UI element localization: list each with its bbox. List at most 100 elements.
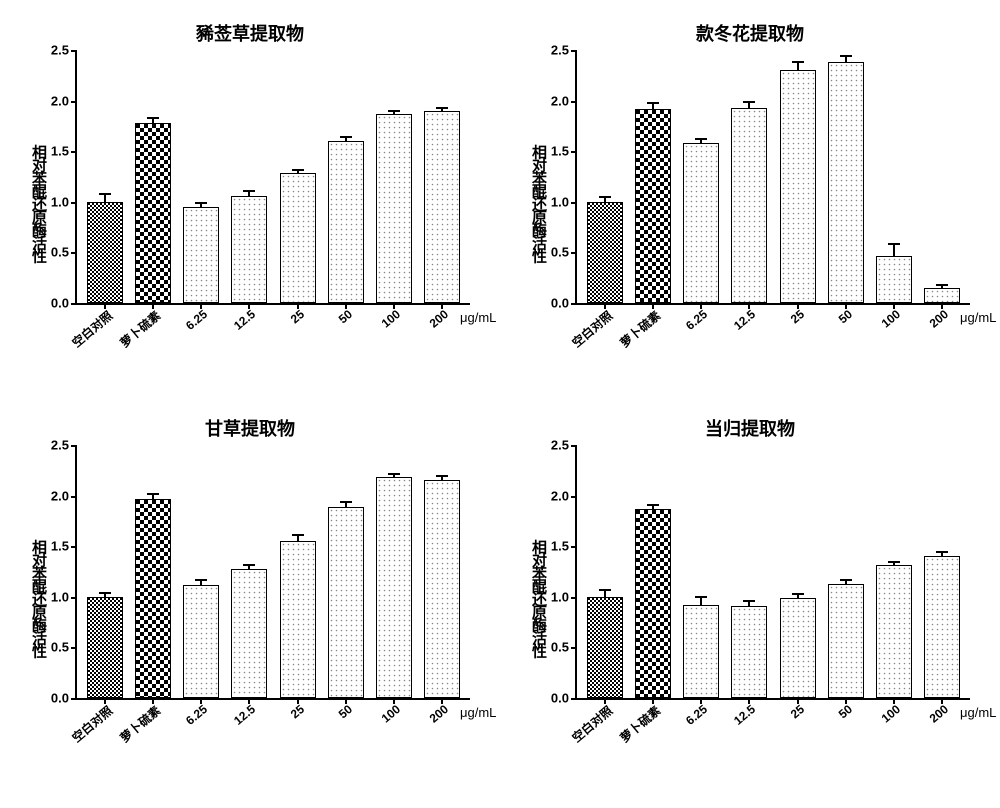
bar — [635, 109, 671, 303]
x-tick-label: 50 — [335, 307, 354, 326]
bar — [780, 598, 816, 698]
y-axis-label: 相对苯醌还原酶活性 — [528, 539, 549, 656]
bar-wrap: 12.5 — [729, 445, 769, 698]
y-tick-label: 0.5 — [551, 640, 569, 655]
x-tick-label: 空白对照 — [68, 702, 116, 746]
y-tick-label: 1.5 — [51, 144, 69, 159]
bar-wrap: 200 — [422, 50, 462, 303]
y-tick-label: 1.5 — [551, 539, 569, 554]
y-tick-label: 2.5 — [551, 43, 569, 58]
chart-title: 当归提取物 — [705, 415, 795, 441]
y-tick — [71, 698, 77, 700]
bar-wrap: 200 — [922, 445, 962, 698]
bar — [280, 541, 316, 698]
x-unit-label: μg/mL — [960, 705, 996, 720]
bar-wrap: 50 — [826, 445, 866, 698]
bar-wrap: 50 — [826, 50, 866, 303]
x-tick-label: 12.5 — [232, 702, 259, 728]
x-tick-label: 6.25 — [683, 307, 710, 333]
plot-area: 0.00.51.01.52.02.5空白对照萝卜硫素6.2512.5255010… — [75, 445, 470, 700]
x-tick-label: 200 — [427, 702, 451, 726]
x-tick-label: 25 — [787, 307, 806, 326]
bar — [183, 585, 219, 698]
x-tick-label: 12.5 — [732, 702, 759, 728]
bar — [828, 62, 864, 303]
chart-panel-gancao: 甘草提取物相对苯醌还原酶活性0.00.51.01.52.02.5空白对照萝卜硫素… — [20, 415, 480, 780]
x-tick-label: 50 — [335, 702, 354, 721]
bar-wrap: 12.5 — [229, 50, 269, 303]
x-tick-label: 25 — [287, 702, 306, 721]
chart-title: 豨莶草提取物 — [196, 20, 304, 46]
bar — [924, 556, 960, 698]
x-tick-label: 25 — [787, 702, 806, 721]
y-tick-label: 0.5 — [51, 245, 69, 260]
y-tick-label: 2.5 — [51, 43, 69, 58]
bar-wrap: 空白对照 — [585, 50, 625, 303]
y-tick-label: 1.0 — [51, 194, 69, 209]
chart-panel-danggui: 当归提取物相对苯醌还原酶活性 0.00.51.01.52.02.5空白对照萝卜硫素… — [520, 415, 980, 780]
bar-wrap: 空白对照 — [585, 445, 625, 698]
chart-panel-kuandong: 款冬花提取物相对苯醌还原酶活性0.00.51.01.52.02.5空白对照萝卜硫… — [520, 20, 980, 385]
bar-wrap: 25 — [778, 50, 818, 303]
x-tick-label: 萝卜硫素 — [116, 307, 164, 351]
y-tick-label: 2.5 — [551, 438, 569, 453]
bar — [328, 507, 364, 698]
bar — [876, 256, 912, 303]
bar-wrap: 100 — [374, 445, 414, 698]
bar — [635, 509, 671, 698]
x-unit-label: μg/mL — [460, 705, 496, 720]
bar — [587, 202, 623, 303]
x-tick-label: 12.5 — [732, 307, 759, 333]
x-tick-label: 空白对照 — [568, 702, 616, 746]
x-tick-label: 200 — [427, 307, 451, 331]
bar — [135, 499, 171, 698]
bar-wrap: 25 — [778, 445, 818, 698]
bar-wrap: 100 — [874, 445, 914, 698]
bar-wrap: 空白对照 — [85, 445, 125, 698]
x-tick-label: 6.25 — [683, 702, 710, 728]
x-tick-label: 50 — [835, 702, 854, 721]
bar-wrap: 12.5 — [229, 445, 269, 698]
bars-container: 空白对照萝卜硫素6.2512.52550100200 — [577, 445, 970, 698]
bar — [231, 196, 267, 303]
plot-area: 0.00.51.01.52.02.5空白对照萝卜硫素6.2512.5255010… — [75, 50, 470, 305]
y-tick-label: 0.5 — [51, 640, 69, 655]
y-axis-label: 相对苯醌还原酶活性 — [28, 539, 49, 656]
bars-container: 空白对照萝卜硫素6.2512.52550100200 — [77, 50, 470, 303]
x-tick-label: 100 — [878, 702, 902, 726]
x-tick-label: 200 — [927, 307, 951, 331]
x-tick-label: 100 — [378, 307, 402, 331]
x-tick-label: 萝卜硫素 — [616, 702, 664, 746]
plot-area: 0.00.51.01.52.02.5空白对照萝卜硫素6.2512.5255010… — [575, 445, 970, 700]
bar-wrap: 50 — [326, 50, 366, 303]
x-tick-label: 100 — [378, 702, 402, 726]
bar — [424, 480, 460, 698]
bars-container: 空白对照萝卜硫素6.2512.52550100200 — [77, 445, 470, 698]
x-tick-label: 12.5 — [232, 307, 259, 333]
y-tick — [571, 303, 577, 305]
bar — [87, 597, 123, 698]
bar-wrap: 200 — [922, 50, 962, 303]
y-tick-label: 2.0 — [51, 488, 69, 503]
bars-container: 空白对照萝卜硫素6.2512.52550100200 — [577, 50, 970, 303]
x-tick-label: 25 — [287, 307, 306, 326]
x-unit-label: μg/mL — [460, 310, 496, 325]
y-tick-label: 0.0 — [551, 691, 569, 706]
x-tick-label: 6.25 — [183, 702, 210, 728]
y-tick — [71, 303, 77, 305]
bar — [135, 123, 171, 303]
chart-title: 款冬花提取物 — [696, 20, 804, 46]
bar-wrap: 6.25 — [681, 50, 721, 303]
x-tick-label: 萝卜硫素 — [116, 702, 164, 746]
x-tick-label: 100 — [878, 307, 902, 331]
bar-wrap: 100 — [374, 50, 414, 303]
bar — [683, 143, 719, 303]
y-tick-label: 0.0 — [51, 691, 69, 706]
bar — [376, 114, 412, 303]
x-tick-label: 6.25 — [183, 307, 210, 333]
bar — [731, 108, 767, 303]
bar-wrap: 萝卜硫素 — [633, 445, 673, 698]
y-tick-label: 1.0 — [51, 589, 69, 604]
y-axis-label: 相对苯醌还原酶活性 — [528, 144, 549, 261]
chart-grid: 豨莶草提取物相对苯醌还原酶活性0.00.51.01.52.02.5空白对照萝卜硫… — [20, 20, 980, 780]
